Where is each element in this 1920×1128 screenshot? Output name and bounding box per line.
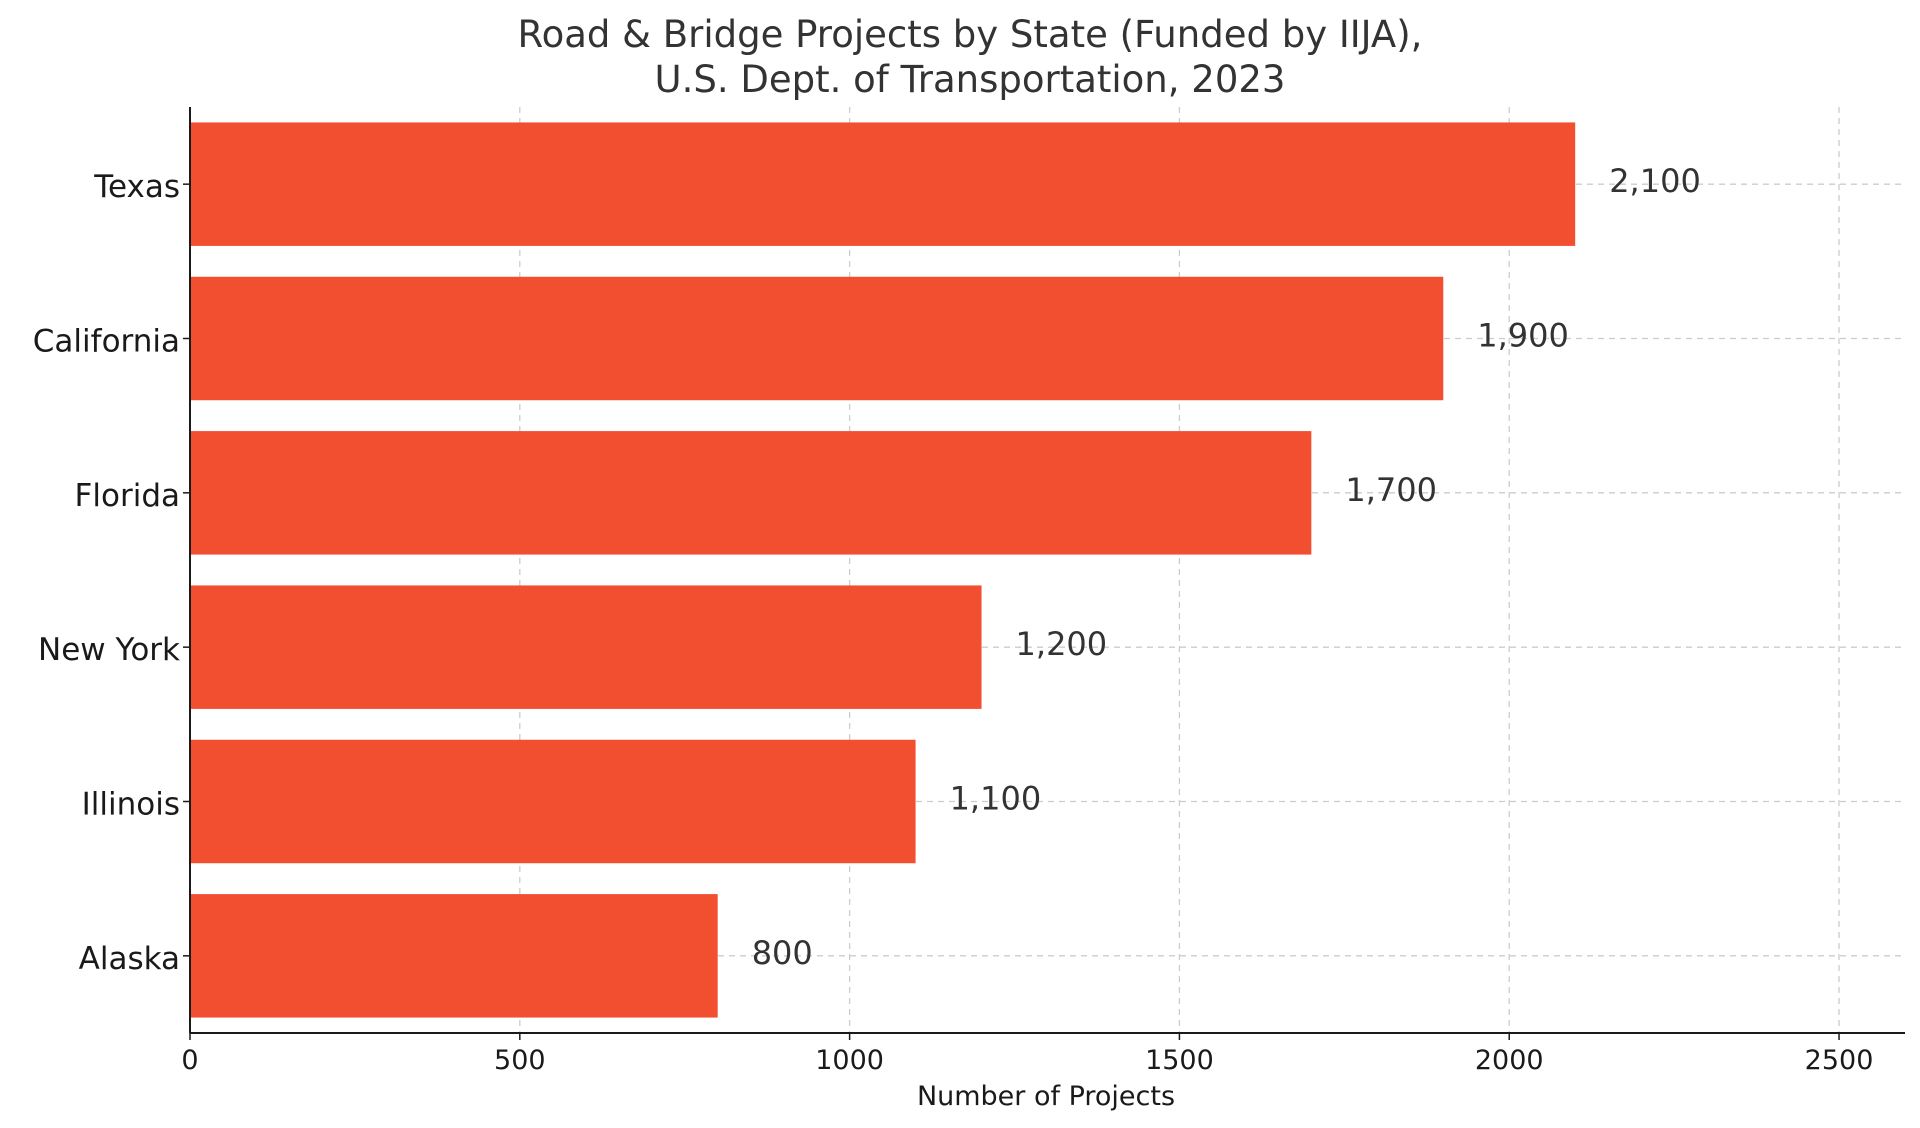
x-tick-label: 2500 (1805, 1045, 1874, 1076)
bar-layer (190, 122, 1576, 1018)
bar-texas (190, 122, 1576, 246)
bar-alaska (190, 894, 718, 1018)
label-layer: Road & Bridge Projects by State (Funded … (33, 13, 1874, 1112)
y-tick-label: California (33, 324, 180, 360)
bar-new-york (190, 585, 982, 709)
x-tick-label: 2000 (1475, 1045, 1544, 1076)
x-tick-label: 0 (181, 1045, 198, 1076)
bar-florida (190, 431, 1312, 555)
bar-value-label: 1,900 (1477, 317, 1569, 355)
bar-value-label: 800 (752, 934, 813, 972)
bar-value-label: 1,100 (950, 780, 1042, 818)
bar-illinois (190, 739, 916, 864)
chart-title-line-1: Road & Bridge Projects by State (Funded … (518, 13, 1423, 56)
x-axis-label: Number of Projects (917, 1081, 1175, 1112)
axis-layer (183, 107, 1905, 1040)
chart-title-line-2: U.S. Dept. of Transportation, 2023 (655, 58, 1286, 101)
y-tick-label: Florida (75, 478, 180, 514)
bar-value-label: 2,100 (1609, 162, 1701, 200)
bar-value-label: 1,700 (1345, 471, 1437, 509)
x-tick-label: 500 (494, 1045, 546, 1076)
x-tick-label: 1500 (1145, 1045, 1214, 1076)
grid-layer (190, 107, 1905, 1033)
y-tick-label: Texas (93, 169, 180, 205)
bar-value-label: 1,200 (1016, 625, 1108, 663)
y-tick-label: New York (38, 632, 180, 668)
y-tick-label: Alaska (79, 941, 180, 977)
y-tick-label: Illinois (82, 787, 180, 823)
x-tick-label: 1000 (815, 1045, 884, 1076)
bar-california (190, 276, 1444, 401)
